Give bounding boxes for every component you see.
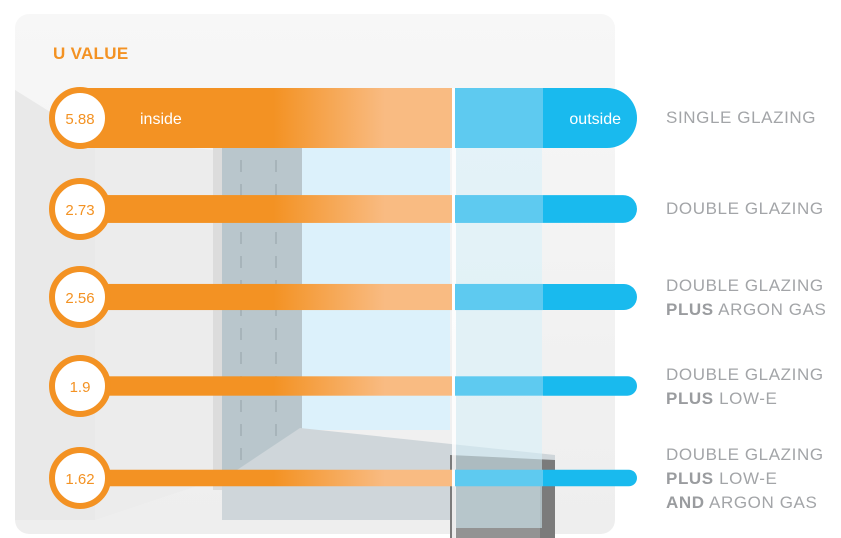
outside-bar-light xyxy=(455,195,543,223)
chart-title: U VALUE xyxy=(53,44,129,63)
outside-bar-light xyxy=(455,376,543,396)
category-label-line: DOUBLE GLAZING xyxy=(666,363,824,387)
category-label-text: LOW-E xyxy=(713,469,778,488)
category-label-text: DOUBLE GLAZING xyxy=(666,276,824,295)
category-label-line: DOUBLE GLAZING xyxy=(666,274,827,298)
outside-bar-light xyxy=(455,283,543,311)
category-label-line: PLUS ARGON GAS xyxy=(666,298,827,322)
category-label-text: DOUBLE GLAZING xyxy=(666,445,824,464)
category-label-line: PLUS LOW-E xyxy=(666,467,824,491)
bar-divider xyxy=(452,88,455,148)
bar-divider xyxy=(452,376,455,396)
value-label: 2.73 xyxy=(65,202,94,219)
category-label-text: ARGON GAS xyxy=(704,493,818,512)
category-label-line: PLUS LOW-E xyxy=(666,387,824,411)
value-label: 1.62 xyxy=(65,471,94,488)
category-label-line: SINGLE GLAZING xyxy=(666,106,816,130)
category-label-emphasis: PLUS xyxy=(666,469,714,488)
inside-bar xyxy=(80,469,452,487)
wall-inner-reveal xyxy=(95,140,215,520)
value-label: 2.56 xyxy=(65,290,94,307)
category-label-text: DOUBLE GLAZING xyxy=(666,199,824,218)
value-badge xyxy=(49,87,111,149)
category-label-line: AND ARGON GAS xyxy=(666,491,824,515)
outside-bar xyxy=(543,376,638,396)
category-label-text: ARGON GAS xyxy=(713,300,827,319)
category-label-line: DOUBLE GLAZING xyxy=(666,443,824,467)
category-label: DOUBLE GLAZING PLUS ARGON GAS xyxy=(666,274,827,322)
outside-bar-light xyxy=(455,469,543,487)
category-label-text: SINGLE GLAZING xyxy=(666,108,817,127)
outside-bar xyxy=(543,88,637,148)
category-label: SINGLE GLAZING xyxy=(666,106,816,130)
category-label: DOUBLE GLAZING xyxy=(666,197,824,221)
value-badge xyxy=(49,355,111,417)
value-badge xyxy=(49,447,111,509)
value-label: 5.88 xyxy=(65,111,94,128)
inside-bar xyxy=(80,195,452,223)
inside-bar xyxy=(80,283,452,311)
bars-group: 5.88 inside outside 2.73 2.56 1.9 1.62 xyxy=(49,87,638,509)
inside-bar xyxy=(80,88,452,148)
outside-bar xyxy=(543,195,637,223)
bar-divider xyxy=(452,283,455,311)
outside-bar xyxy=(543,283,637,311)
category-label: DOUBLE GLAZING PLUS LOW-E xyxy=(666,363,824,411)
bar-divider xyxy=(452,469,455,487)
category-label-emphasis: PLUS xyxy=(666,300,714,319)
category-label-line: DOUBLE GLAZING xyxy=(666,197,824,221)
outside-bar xyxy=(543,469,637,487)
category-label-text: LOW-E xyxy=(713,389,778,408)
category-label-emphasis: AND xyxy=(666,493,705,512)
category-label: DOUBLE GLAZING PLUS LOW-E AND ARGON GAS xyxy=(666,443,824,515)
outside-label: outside xyxy=(569,111,621,128)
category-label-text: DOUBLE GLAZING xyxy=(666,365,824,384)
value-badge xyxy=(49,266,111,328)
category-label-emphasis: PLUS xyxy=(666,389,714,408)
inside-label: inside xyxy=(140,111,182,128)
outside-bar-light xyxy=(455,88,543,148)
value-label: 1.9 xyxy=(70,379,91,396)
inside-bar xyxy=(80,376,452,396)
value-badge xyxy=(49,178,111,240)
bar-divider xyxy=(452,195,455,223)
